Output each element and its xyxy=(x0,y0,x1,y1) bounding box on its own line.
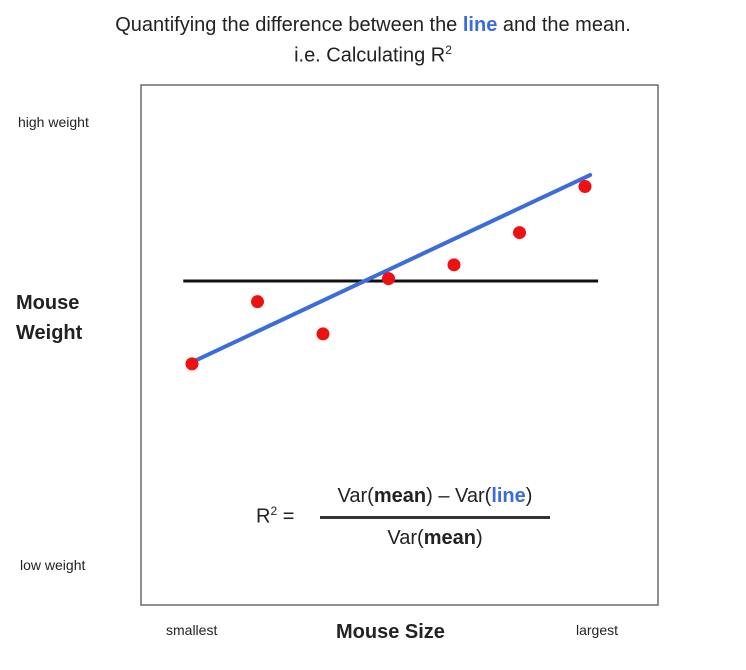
title-prefix: Quantifying the difference between the xyxy=(115,14,458,36)
data-point-5 xyxy=(447,258,461,272)
formula-lhs: R2 = xyxy=(256,504,294,529)
title-line2-sup: 2 xyxy=(445,43,452,57)
data-point-6 xyxy=(513,226,526,240)
chart-title-line1: Quantifying the difference between the l… xyxy=(0,14,746,37)
den-part-mean: mean xyxy=(423,527,476,549)
data-point-7 xyxy=(578,180,592,194)
data-point-3 xyxy=(316,327,330,341)
plot-frame xyxy=(140,84,659,606)
num-part-c: ) – Var( xyxy=(426,485,492,507)
num-part-mean: mean xyxy=(373,485,427,507)
num-part-a: Var( xyxy=(337,485,374,507)
fit-line xyxy=(191,173,593,364)
formula-r-sup: 2 xyxy=(270,504,278,518)
den-part-a: Var( xyxy=(387,527,424,549)
y-axis-title-word1: Mouse xyxy=(16,292,80,314)
formula-numerator: Var(mean) – Var(line) xyxy=(314,485,556,508)
formula-r: R xyxy=(256,505,271,528)
title-highlight-line: line xyxy=(462,14,498,36)
num-part-e: ) xyxy=(525,485,533,507)
y-tick-high: high weight xyxy=(18,114,89,130)
formula-equals: = xyxy=(282,505,295,528)
formula-fraction-bar xyxy=(320,516,550,519)
den-part-c: ) xyxy=(475,527,483,549)
y-tick-low: low weight xyxy=(20,557,86,573)
data-point-2 xyxy=(251,295,264,309)
x-tick-largest: largest xyxy=(576,622,619,638)
data-point-1 xyxy=(185,357,199,371)
num-part-line: line xyxy=(491,485,526,507)
y-axis-title: Mouse Weight xyxy=(16,288,82,348)
x-axis-title: Mouse Size xyxy=(336,621,445,643)
title-suffix: and the mean. xyxy=(502,14,631,36)
formula-denominator: Var(mean) xyxy=(314,527,556,550)
title-line2-text: i.e. Calculating R xyxy=(294,44,446,67)
data-point-4 xyxy=(382,272,395,286)
x-tick-smallest: smallest xyxy=(166,622,218,638)
chart-marks xyxy=(183,173,599,371)
y-axis-title-word2: Weight xyxy=(16,322,83,344)
chart-title-line2: i.e. Calculating R2 xyxy=(0,43,746,68)
